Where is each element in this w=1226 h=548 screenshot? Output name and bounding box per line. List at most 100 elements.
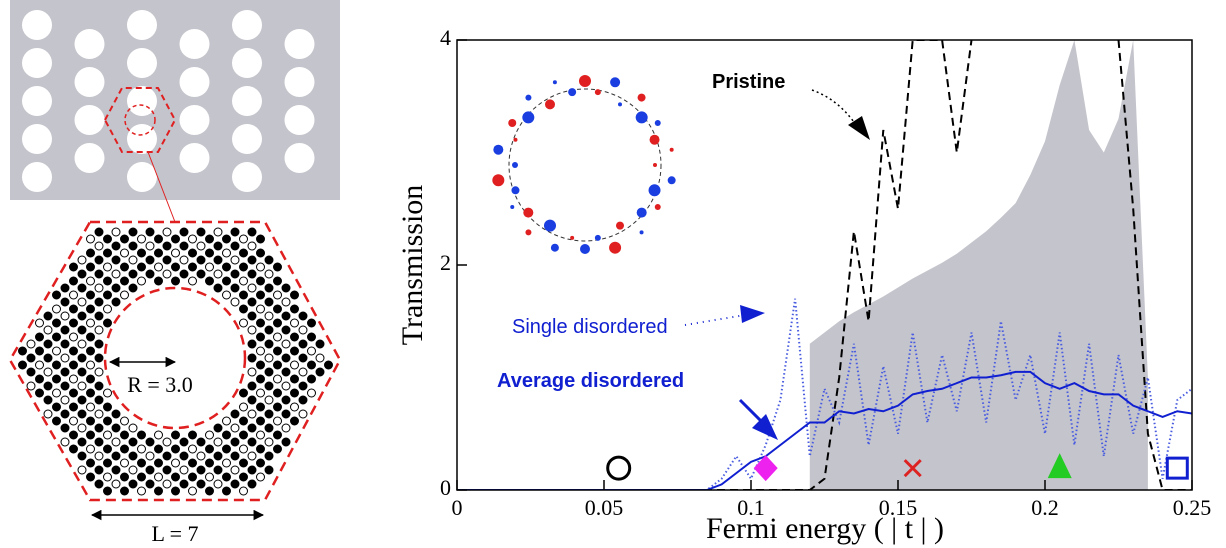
- site: [654, 120, 661, 126]
- plot-area: [457, 40, 1192, 490]
- atom: [77, 255, 87, 265]
- atom: [298, 325, 308, 335]
- atom: [213, 479, 223, 489]
- site: [579, 75, 591, 87]
- atom: [273, 360, 282, 370]
- atom: [60, 339, 70, 349]
- atom: [222, 276, 231, 286]
- site: [544, 219, 556, 232]
- atom: [256, 416, 265, 426]
- atom: [103, 290, 112, 300]
- pore: [284, 67, 315, 97]
- atom: [94, 353, 104, 363]
- atom: [52, 374, 61, 384]
- atom: [52, 402, 61, 412]
- atom: [103, 444, 112, 454]
- atom: [94, 437, 104, 447]
- area: [809, 40, 1148, 490]
- atom: [103, 318, 112, 328]
- atom: [120, 248, 129, 258]
- atom: [103, 486, 112, 496]
- site: [667, 176, 676, 185]
- atom: [256, 262, 265, 272]
- line: [457, 298, 1192, 490]
- atom: [290, 374, 299, 384]
- site: [522, 111, 535, 124]
- atom: [256, 374, 265, 384]
- atom: [69, 304, 78, 314]
- atom: [222, 248, 231, 258]
- atom: [273, 402, 282, 412]
- atom: [247, 479, 257, 489]
- pore: [179, 67, 210, 97]
- atom: [273, 262, 282, 272]
- atom: [18, 346, 27, 356]
- pore: [22, 10, 52, 40]
- inner-hole: [103, 286, 247, 430]
- atom: [290, 346, 299, 356]
- pore: [179, 105, 210, 135]
- site: [637, 93, 646, 102]
- atom: [230, 283, 240, 293]
- atom: [239, 304, 248, 314]
- atom: [273, 304, 282, 314]
- atom: [196, 465, 206, 475]
- length-label: L = 7: [151, 521, 198, 546]
- atom: [145, 269, 155, 279]
- atom: [111, 255, 121, 265]
- pore: [232, 162, 262, 192]
- site: [594, 234, 601, 241]
- atom: [111, 297, 121, 307]
- atom: [69, 416, 78, 426]
- atom: [86, 472, 95, 482]
- site: [669, 147, 674, 152]
- atom: [162, 479, 172, 489]
- atom: [196, 255, 206, 265]
- atom: [298, 353, 308, 363]
- atom: [298, 339, 308, 349]
- atom: [60, 367, 70, 377]
- x-tick-label: 0.2: [1031, 495, 1059, 520]
- atom: [69, 262, 78, 272]
- atom: [247, 395, 257, 405]
- atom: [273, 430, 282, 440]
- atom: [230, 479, 240, 489]
- atom: [188, 276, 197, 286]
- atom: [162, 227, 172, 237]
- atom: [256, 402, 265, 412]
- atom: [43, 381, 53, 391]
- pore: [22, 124, 52, 154]
- atom: [86, 430, 95, 440]
- atom: [103, 416, 112, 426]
- marker: [1047, 453, 1072, 479]
- atom: [264, 423, 274, 433]
- pore: [232, 10, 262, 40]
- atom: [128, 255, 138, 265]
- atom: [247, 297, 257, 307]
- inset-ring: [492, 75, 676, 254]
- pore: [284, 105, 315, 135]
- x-tick-label: 0.25: [1173, 495, 1212, 520]
- atom: [213, 465, 223, 475]
- site: [594, 89, 601, 96]
- atom: [273, 388, 282, 398]
- atom: [264, 283, 274, 293]
- atom: [256, 290, 265, 300]
- pore: [232, 48, 262, 78]
- atom: [247, 311, 257, 321]
- atom: [230, 297, 240, 307]
- atom: [264, 395, 274, 405]
- atom: [290, 318, 299, 328]
- site: [493, 144, 504, 155]
- atom: [103, 430, 112, 440]
- atom: [281, 283, 291, 293]
- pore: [127, 124, 157, 154]
- atom: [77, 311, 87, 321]
- atom: [94, 451, 104, 461]
- line: [457, 370, 1192, 490]
- atom: [171, 276, 180, 286]
- atom: [35, 374, 44, 384]
- site: [616, 221, 624, 230]
- atom: [247, 437, 257, 447]
- atom: [264, 451, 274, 461]
